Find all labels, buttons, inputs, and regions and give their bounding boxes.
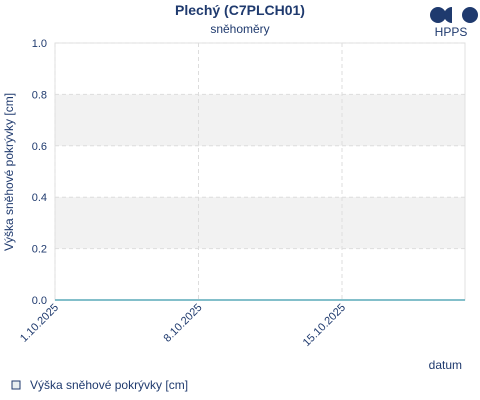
logo-half: [444, 7, 452, 23]
chart-subtitle: sněhoměry: [210, 22, 269, 36]
x-tick-label: 15.10.2025: [301, 302, 348, 349]
x-axis-label: datum: [429, 358, 462, 372]
legend-swatch: [11, 380, 21, 390]
logo-text: HPPS: [435, 25, 468, 39]
legend-label: Výška sněhové pokrývky [cm]: [30, 378, 188, 392]
y-axis-label: Výška sněhové pokrývky [cm]: [2, 93, 16, 251]
x-tick-label: 1.10.2025: [18, 302, 61, 345]
y-tick-label: 1.0: [32, 38, 47, 50]
x-tick-label: 8.10.2025: [162, 302, 205, 345]
y-tick-label: 0.4: [32, 192, 47, 204]
plot-band: [55, 94, 465, 146]
logo: HPPS: [430, 7, 478, 39]
plot-frame: [54, 42, 466, 301]
chart-title: Plechý (C7PLCH01): [175, 2, 305, 18]
logo-dot: [462, 7, 478, 23]
y-tick-label: 0.0: [32, 295, 47, 307]
plot-band: [55, 197, 465, 249]
y-tick-label: 0.8: [32, 89, 47, 101]
logo-dot: [430, 7, 446, 23]
y-tick-label: 0.6: [32, 141, 47, 153]
y-tick-label: 0.2: [32, 244, 47, 256]
